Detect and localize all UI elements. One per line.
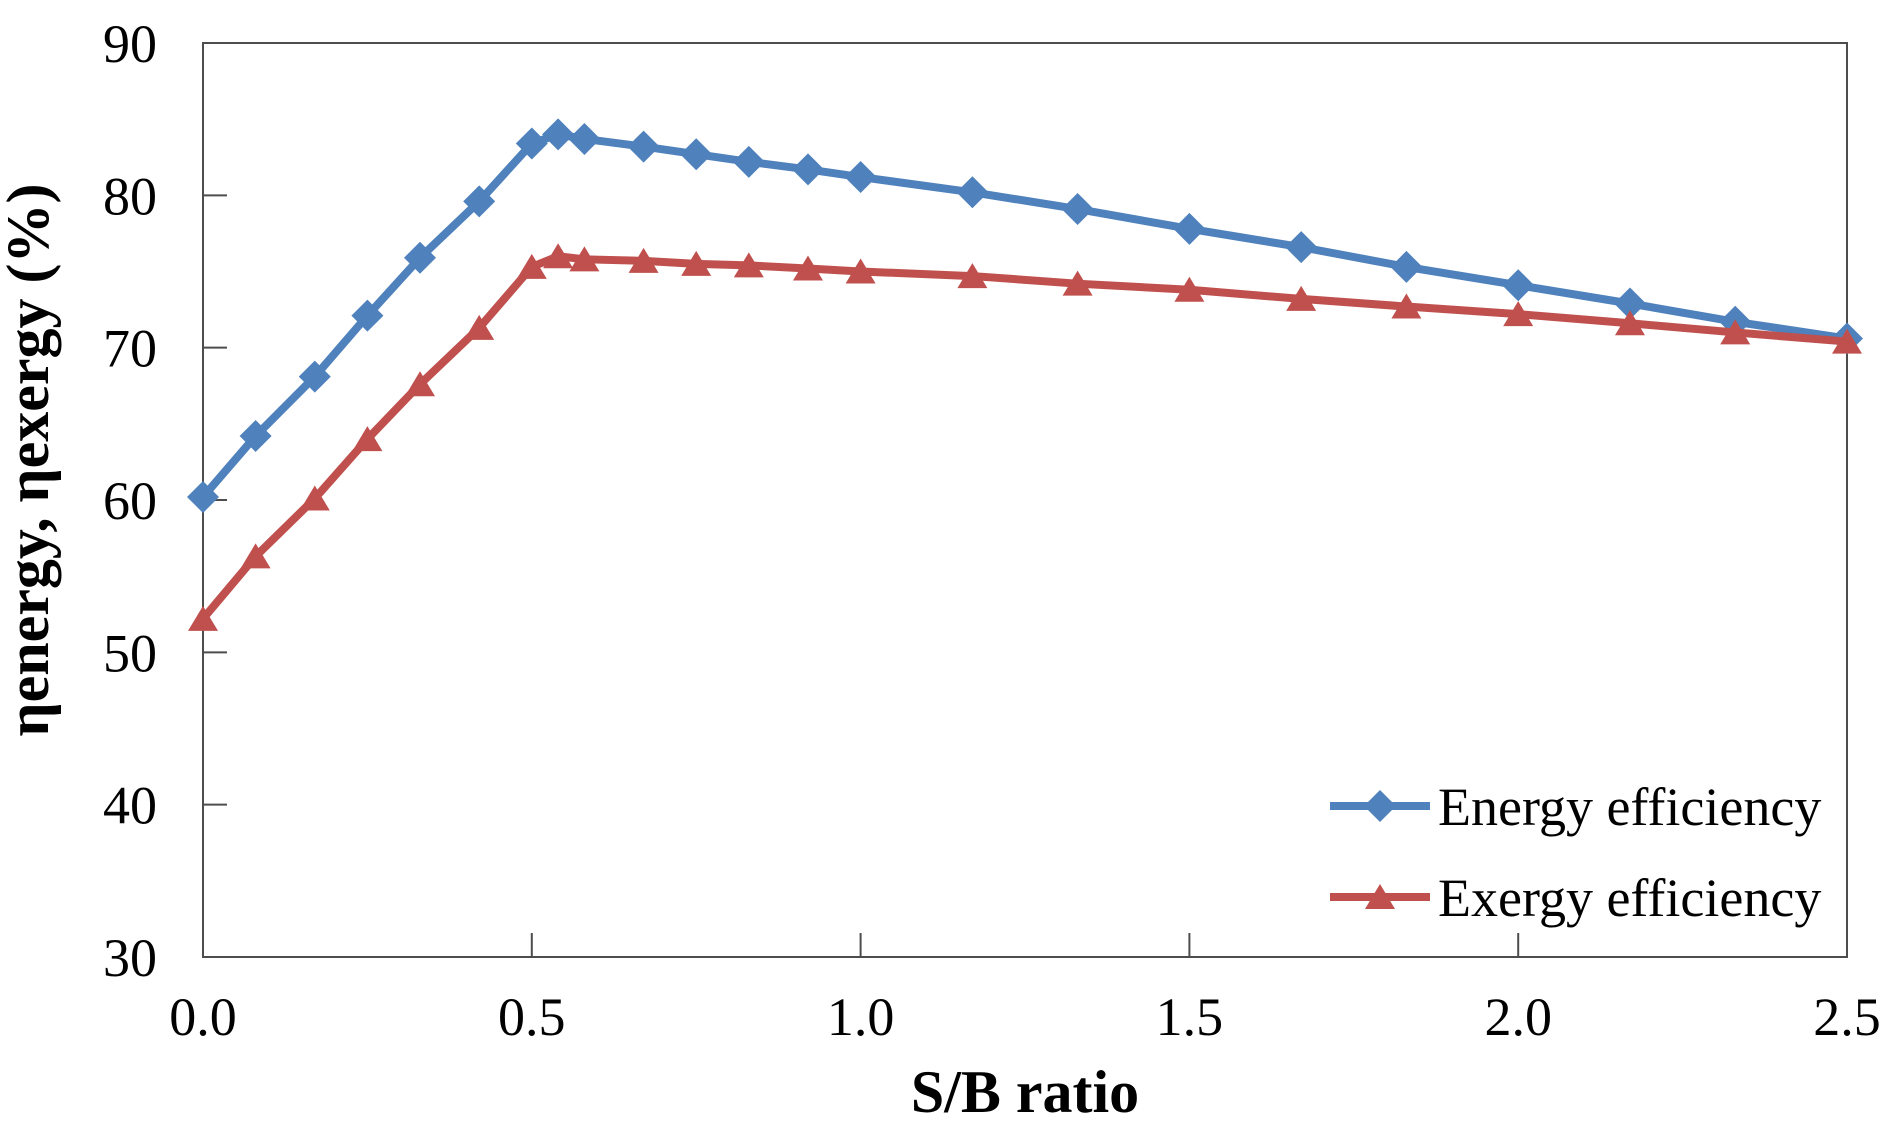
x-tick-label: 0.0 bbox=[169, 987, 237, 1047]
marker-triangle bbox=[516, 253, 547, 279]
marker-diamond bbox=[1285, 231, 1318, 264]
series-layer bbox=[187, 118, 1863, 631]
marker-triangle bbox=[464, 314, 495, 340]
marker-diamond bbox=[351, 299, 384, 332]
marker-triangle bbox=[1286, 285, 1317, 311]
marker-diamond bbox=[1613, 287, 1646, 320]
legend-label: Exergy efficiency bbox=[1438, 868, 1821, 928]
marker-triangle bbox=[628, 247, 659, 273]
legend-item-exergy-efficiency: Exergy efficiency bbox=[1330, 868, 1821, 928]
marker-triangle bbox=[299, 485, 330, 511]
y-tick-label: 70 bbox=[103, 319, 157, 379]
marker-diamond bbox=[844, 161, 877, 194]
marker-triangle bbox=[845, 258, 876, 284]
marker-triangle bbox=[1832, 328, 1862, 354]
series-line-exergy-efficiency bbox=[199, 252, 1851, 623]
marker-triangle bbox=[543, 243, 574, 269]
plot-area: 30 40 50 60 70 80 90 0.0 0.5 1.0 1.5 2.0 2.5 bbox=[103, 14, 1881, 1047]
marker-diamond bbox=[1364, 790, 1396, 822]
marker-diamond bbox=[298, 360, 331, 393]
marker-triangle bbox=[405, 371, 436, 397]
marker-triangle bbox=[681, 250, 712, 276]
marker-diamond bbox=[187, 480, 219, 513]
marker-triangle bbox=[1503, 301, 1534, 327]
series-line-energy-efficiency bbox=[199, 130, 1851, 501]
marker-diamond bbox=[1390, 250, 1423, 283]
marker-diamond bbox=[515, 127, 548, 160]
x-axis-title: S/B ratio bbox=[911, 1059, 1139, 1125]
marker-diamond bbox=[732, 145, 765, 178]
marker-triangle bbox=[352, 426, 383, 452]
marker-triangle bbox=[1174, 276, 1205, 302]
x-tick-label: 0.5 bbox=[498, 987, 566, 1047]
x-tick-label: 1.5 bbox=[1156, 987, 1224, 1047]
x-tick-label: 1.0 bbox=[827, 987, 895, 1047]
legend: Energy efficiency Exergy efficiency bbox=[1330, 777, 1821, 928]
marker-triangle bbox=[1391, 293, 1422, 319]
marker-triangle bbox=[1365, 884, 1395, 909]
y-tick-label: 30 bbox=[103, 928, 157, 988]
y-tick-label: 80 bbox=[103, 166, 157, 226]
x-tick-label: 2.5 bbox=[1813, 987, 1881, 1047]
marker-triangle bbox=[1720, 319, 1751, 345]
marker-triangle bbox=[1614, 310, 1645, 336]
legend-label: Energy efficiency bbox=[1438, 777, 1821, 837]
x-tick-label: 2.0 bbox=[1484, 987, 1552, 1047]
y-tick-label: 40 bbox=[103, 776, 157, 836]
series-exergy-efficiency bbox=[188, 243, 1862, 631]
marker-triangle bbox=[240, 543, 271, 569]
y-tick-label: 50 bbox=[103, 623, 157, 683]
y-tick-label: 90 bbox=[103, 14, 157, 74]
marker-diamond bbox=[956, 176, 989, 209]
y-axis-title: ηenergy, ηexergy (%) bbox=[0, 184, 61, 737]
series-energy-efficiency bbox=[187, 118, 1863, 513]
marker-triangle bbox=[569, 246, 600, 272]
marker-triangle bbox=[733, 252, 764, 278]
marker-diamond bbox=[463, 185, 496, 218]
marker-triangle bbox=[188, 605, 218, 631]
marker-diamond bbox=[542, 118, 575, 151]
marker-diamond bbox=[1061, 193, 1094, 226]
marker-diamond bbox=[627, 130, 660, 163]
marker-diamond bbox=[791, 153, 824, 186]
marker-diamond bbox=[1173, 212, 1206, 245]
marker-triangle bbox=[957, 263, 988, 289]
marker-triangle bbox=[1062, 270, 1093, 296]
marker-triangle bbox=[792, 255, 823, 281]
y-tick-label: 60 bbox=[103, 471, 157, 531]
marker-diamond bbox=[404, 241, 437, 274]
marker-diamond bbox=[1502, 269, 1535, 302]
marker-diamond bbox=[239, 420, 272, 453]
marker-diamond bbox=[568, 122, 601, 155]
legend-item-energy-efficiency: Energy efficiency bbox=[1330, 777, 1821, 837]
marker-diamond bbox=[680, 138, 713, 171]
